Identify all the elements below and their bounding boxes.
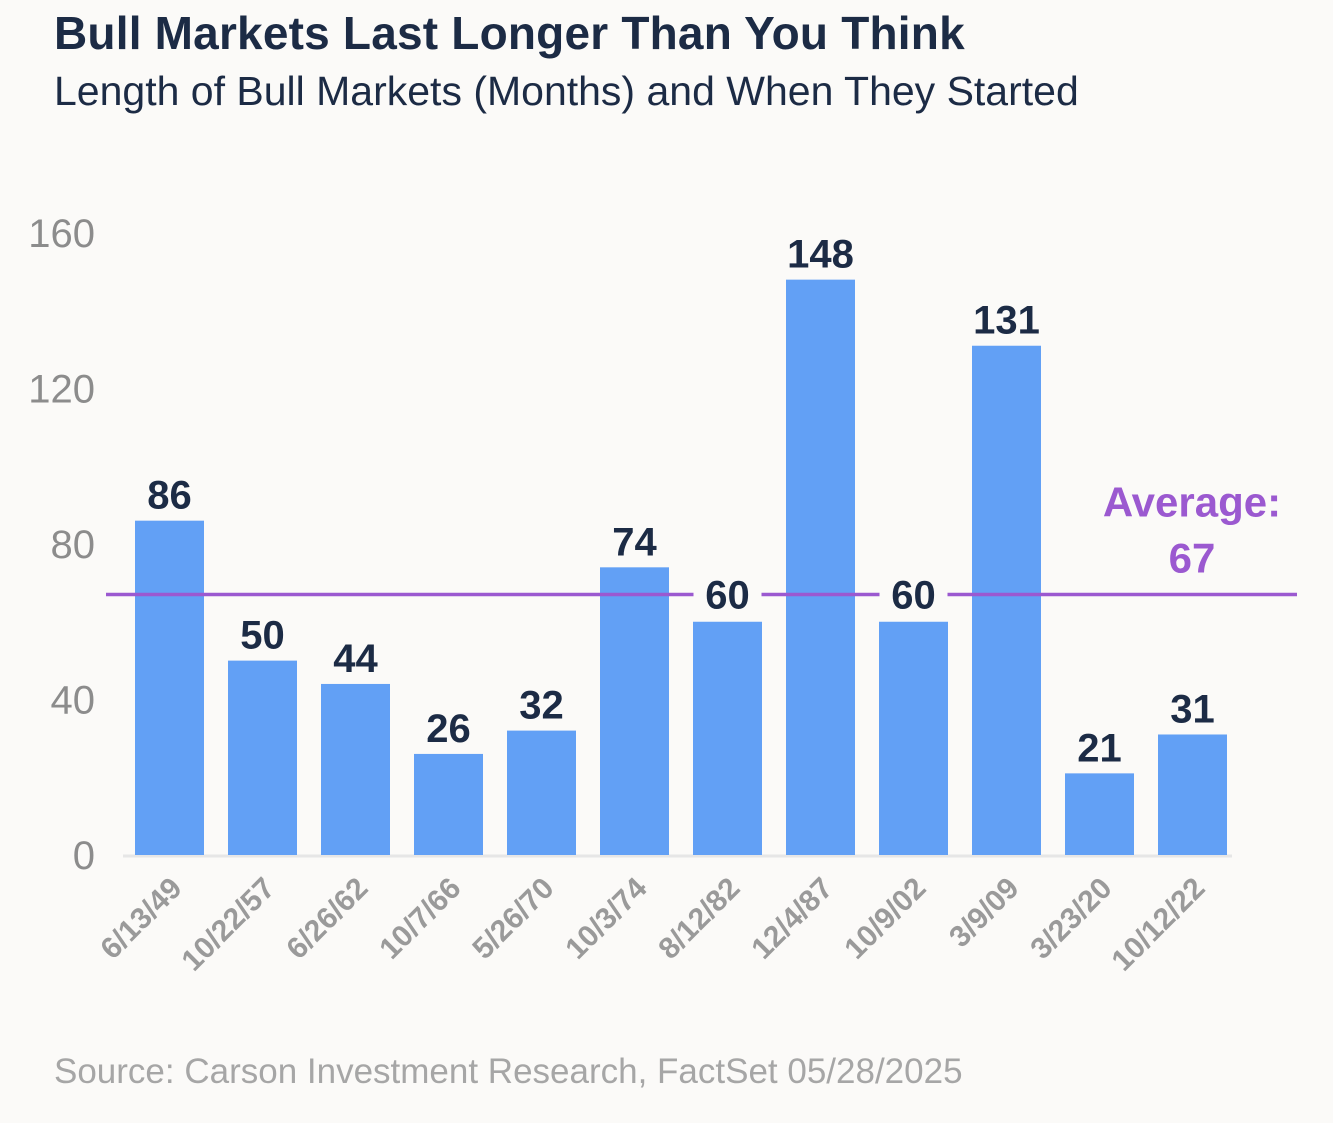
x-tick-label: 3/9/09 [943, 872, 1025, 954]
data-label-background [879, 574, 948, 615]
bar [1065, 773, 1134, 855]
x-tick-label: 6/13/49 [94, 872, 188, 966]
x-tick-label: 10/12/22 [1106, 872, 1212, 978]
y-tick-label: 40 [51, 679, 96, 723]
x-tick-label: 3/23/20 [1024, 872, 1118, 966]
bar [228, 660, 297, 855]
x-tick-label: 5/26/70 [466, 872, 560, 966]
data-label: 74 [612, 520, 657, 564]
data-label: 148 [787, 233, 854, 277]
bar [786, 279, 855, 855]
average-value-label: 67 [1169, 535, 1216, 582]
y-tick-label: 160 [28, 212, 95, 256]
x-tick-label: 10/22/57 [176, 872, 282, 978]
data-label: 32 [519, 684, 564, 728]
data-label: 60 [705, 574, 750, 618]
chart-subtitle: Length of Bull Markets (Months) and When… [54, 68, 1079, 114]
x-tick-label: 8/12/82 [652, 872, 746, 966]
chart-title: Bull Markets Last Longer Than You Think [54, 7, 965, 59]
axis-layer: 0 40 80 120 160 [28, 212, 1232, 878]
source-note: Source: Carson Investment Research, Fact… [54, 1052, 963, 1091]
y-tick-label: 80 [51, 523, 96, 567]
data-label: 131 [973, 299, 1040, 343]
x-tick-label: 6/26/62 [280, 872, 374, 966]
x-tick-label: 10/7/66 [373, 872, 467, 966]
data-label: 50 [240, 614, 285, 658]
x-tick-label: 10/3/74 [559, 871, 653, 965]
average-label: Average: [1103, 479, 1281, 526]
data-label: 86 [147, 474, 192, 518]
bar [879, 621, 948, 855]
bar [507, 730, 576, 855]
bar [972, 345, 1041, 855]
bar-layer [135, 279, 1227, 855]
bar [414, 753, 483, 855]
data-label: 31 [1170, 687, 1215, 731]
data-label: 21 [1077, 726, 1122, 770]
bar [600, 567, 669, 855]
y-tick-label: 120 [28, 368, 95, 412]
bar [1158, 734, 1227, 855]
bar [693, 621, 762, 855]
bar [321, 683, 390, 855]
data-label: 26 [426, 707, 471, 751]
y-tick-label: 0 [73, 834, 95, 878]
data-label: 60 [891, 574, 936, 618]
x-tick-label: 12/4/87 [745, 872, 839, 966]
data-label: 44 [333, 637, 378, 681]
bar [135, 520, 204, 855]
x-tick-label: 10/9/02 [838, 872, 932, 966]
data-label-background [693, 574, 762, 615]
